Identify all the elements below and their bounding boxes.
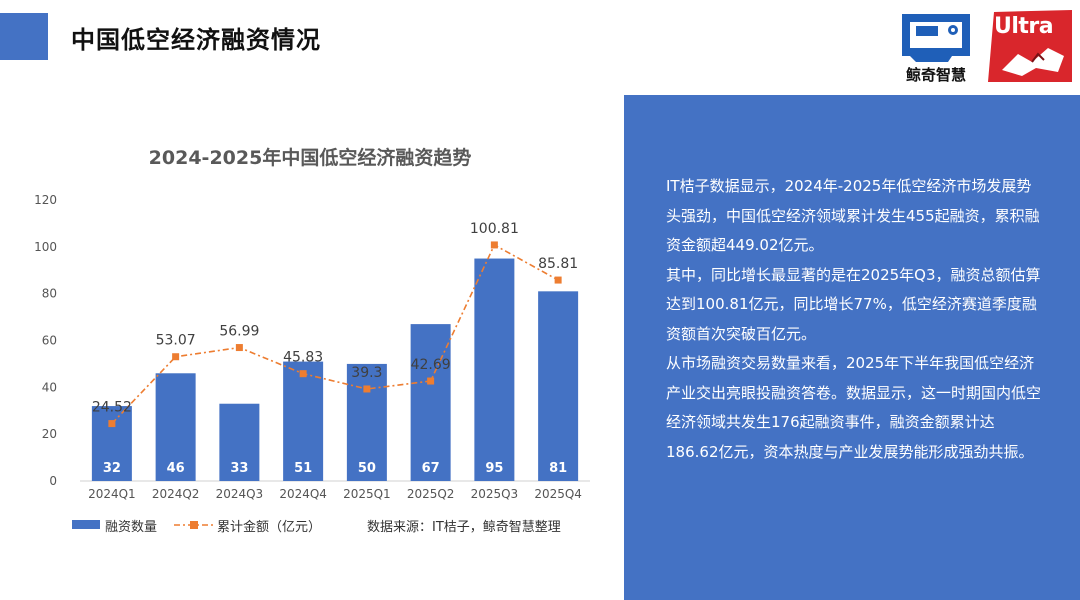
bar-value-label: 50 [358, 461, 376, 476]
cumulative-value-label: 45.83 [283, 350, 323, 366]
y-tick-label: 0 [49, 474, 57, 488]
chart-title: 2024-2025年中国低空经济融资趋势 [148, 147, 472, 169]
bar [410, 324, 451, 481]
x-tick-label: 2025Q2 [407, 487, 455, 501]
summary-paragraph-1: IT桔子数据显示，2024年-2025年低空经济市场发展势头强劲，中国低空经济领… [666, 177, 1040, 254]
bar [538, 291, 579, 481]
cumulative-point [490, 241, 498, 249]
cumulative-point [108, 420, 116, 428]
financing-chart: 0 20 40 60 80 100 120 32 46 33 51 50 67 95 81 2024Q1 202… [34, 193, 590, 501]
bar [474, 258, 515, 481]
y-tick-label: 40 [42, 380, 57, 394]
summary-paragraph-3: 从市场融资交易数量来看，2025年下半年我国低空经济产业交出亮眼投融资答卷。数据… [666, 354, 1042, 461]
bar-value-label: 51 [294, 461, 312, 476]
x-tick-label: 2024Q4 [279, 487, 327, 501]
y-tick-label: 80 [42, 287, 57, 301]
x-tick-label: 2025Q3 [471, 487, 519, 501]
cumulative-value-label: 42.69 [411, 357, 451, 373]
legend-bar-swatch [72, 520, 100, 529]
ultra-logo-icon [988, 10, 1072, 82]
x-tick-label: 2025Q4 [534, 487, 582, 501]
x-tick-label: 2025Q1 [343, 487, 391, 501]
chart-legend: 融资数量 累计金额（亿元） 数据来源：IT桔子，鲸奇智慧整理 [72, 514, 612, 536]
summary-paragraph-2: 其中，同比增长最显著的是在2025年Q3，融资总额估算达到100.81亿元，同比… [666, 265, 1041, 343]
x-tick-label: 2024Q3 [216, 487, 264, 501]
bar [219, 403, 260, 481]
cumulative-point [299, 370, 307, 378]
title-accent-block [0, 13, 48, 60]
x-tick-label: 2024Q2 [152, 487, 200, 501]
cumulative-point [363, 385, 371, 393]
summary-panel [624, 95, 1080, 600]
y-tick-label: 100 [34, 240, 57, 254]
page-title: 中国低空经济融资情况 [71, 26, 321, 54]
summary-text: IT桔子数据显示，2024年-2025年低空经济市场发展势头强劲，中国低空经济领… [666, 172, 1046, 467]
whale-logo-text: 鲸奇智慧 [905, 66, 966, 84]
bar-value-label: 32 [103, 461, 121, 476]
legend-line-swatch [174, 521, 214, 529]
data-source-note: 数据来源：IT桔子，鲸奇智慧整理 [367, 520, 561, 535]
cumulative-value-label: 24.52 [92, 400, 132, 416]
cumulative-value-label: 39.3 [351, 365, 382, 381]
whale-logo-icon [902, 14, 970, 62]
bar [346, 363, 387, 481]
bar [283, 361, 324, 481]
cumulative-point [427, 377, 435, 385]
bar-value-label: 46 [167, 461, 185, 476]
x-tick-label: 2024Q1 [88, 487, 136, 501]
cumulative-value-label: 53.07 [156, 333, 196, 349]
bar-value-label: 95 [485, 461, 503, 476]
bar [91, 406, 132, 481]
bar-value-label: 33 [230, 461, 248, 476]
bar [155, 373, 196, 481]
cumulative-point [172, 353, 180, 361]
y-tick-label: 120 [34, 193, 57, 207]
y-tick-label: 60 [42, 334, 57, 348]
legend-bar-label: 融资数量 [105, 520, 158, 535]
cumulative-line [111, 243, 559, 425]
bar-value-label: 81 [549, 461, 567, 476]
cumulative-value-label: 100.81 [470, 221, 519, 237]
legend-line-label: 累计金额（亿元） [217, 520, 322, 535]
cumulative-value-label: 56.99 [219, 324, 259, 340]
y-tick-label: 20 [42, 427, 57, 441]
cumulative-value-label: 85.81 [538, 256, 578, 272]
ultra-logo-text: Ultra [994, 14, 1054, 39]
cumulative-point [554, 276, 562, 284]
bar-value-label: 67 [422, 461, 440, 476]
cumulative-point [235, 344, 243, 352]
